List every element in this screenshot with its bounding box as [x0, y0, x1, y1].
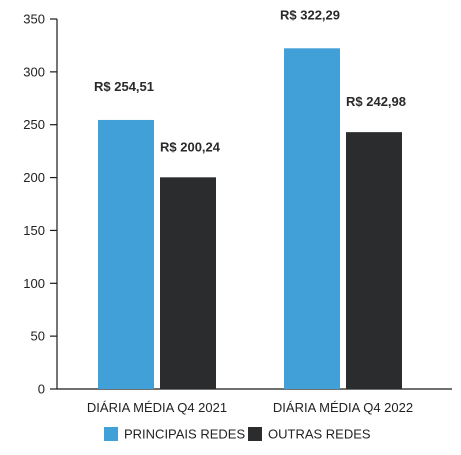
y-tick-label: 100 — [23, 276, 45, 291]
legend-swatch-principais-redes — [104, 427, 118, 441]
legend-label: OUTRAS REDES — [268, 427, 371, 442]
bars — [98, 48, 402, 390]
y-tick-label: 200 — [23, 170, 45, 185]
y-tick-label: 150 — [23, 223, 45, 238]
bar-value-label: R$ 322,29 — [280, 7, 340, 22]
data-labels: R$ 254,51 R$ 200,24 R$ 322,29 R$ 242,98 — [94, 7, 406, 154]
y-tick-label: 350 — [23, 12, 45, 27]
y-tick-label: 0 — [38, 382, 45, 397]
x-axis: DIÁRIA MÉDIA Q4 2021 DIÁRIA MÉDIA Q4 2022 — [57, 388, 452, 415]
y-axis: 0 50 100 150 200 250 300 350 — [23, 12, 58, 397]
x-category-label: DIÁRIA MÉDIA Q4 2021 — [87, 400, 227, 415]
bar-outras-redes — [160, 177, 216, 389]
y-tick-label: 250 — [23, 117, 45, 132]
bar-value-label: R$ 242,98 — [346, 94, 406, 109]
legend-label: PRINCIPAIS REDES — [124, 427, 245, 442]
legend: PRINCIPAIS REDES OUTRAS REDES — [104, 427, 371, 442]
y-tick-label: 50 — [31, 329, 45, 344]
bar-principais-redes — [284, 48, 340, 390]
bar-value-label: R$ 254,51 — [94, 79, 154, 94]
x-category-label: DIÁRIA MÉDIA Q4 2022 — [273, 400, 413, 415]
legend-swatch-outras-redes — [248, 427, 262, 441]
y-tick-label: 300 — [23, 64, 45, 79]
bar-value-label: R$ 200,24 — [160, 139, 221, 154]
bar-principais-redes — [98, 119, 154, 390]
bar-outras-redes — [346, 132, 402, 389]
